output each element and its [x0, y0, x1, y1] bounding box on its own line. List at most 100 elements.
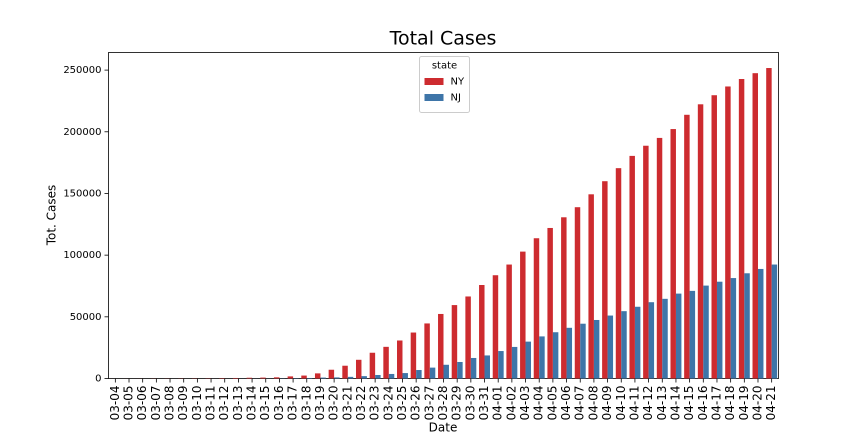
bar [670, 129, 676, 379]
x-tick-label: 04-07 [573, 386, 587, 421]
bar [369, 352, 376, 379]
bar [662, 298, 668, 379]
bar [506, 264, 512, 379]
x-axis-label: Date [429, 421, 458, 432]
bar [424, 323, 430, 379]
bar [771, 264, 778, 379]
bar [429, 367, 436, 379]
bar [520, 251, 526, 379]
x-tick-label: 04-11 [627, 386, 641, 421]
x-tick-label: 04-21 [764, 386, 778, 421]
x-tick-label: 03-23 [368, 386, 382, 421]
x-tick-label: 04-06 [559, 386, 573, 421]
x-tick-label: 03-16 [272, 386, 286, 421]
bar [438, 313, 444, 379]
bar [593, 319, 600, 379]
x-tick-label: 04-16 [696, 386, 710, 421]
bar [689, 290, 696, 379]
bar [533, 238, 540, 379]
bar [607, 315, 614, 379]
legend-title: state [432, 61, 457, 72]
bar [484, 355, 490, 379]
bar [479, 285, 485, 379]
x-tick-label: 03-27 [422, 386, 436, 421]
bar [730, 278, 737, 379]
y-axis-label: Tot. Cases [45, 185, 59, 247]
x-tick-label: 04-10 [614, 386, 628, 421]
x-tick-label: 03-29 [450, 386, 464, 421]
x-tick-label: 03-05 [122, 386, 136, 421]
bar [766, 68, 772, 379]
x-tick-label: 04-02 [504, 385, 518, 420]
x-tick-label: 04-03 [518, 386, 532, 421]
x-tick-label: 03-30 [463, 386, 477, 421]
bar [287, 376, 294, 379]
bar [246, 377, 253, 379]
x-tick-label: 03-15 [258, 386, 272, 421]
x-tick-label: 04-12 [641, 386, 655, 421]
bar [232, 377, 239, 379]
x-tick-label: 03-13 [231, 386, 245, 421]
bar [465, 296, 471, 379]
x-tick-label: 03-18 [299, 386, 313, 421]
x-tick-label: 03-07 [149, 386, 163, 421]
x-tick-label: 04-05 [545, 386, 559, 421]
bar [397, 340, 403, 379]
bar [375, 374, 381, 379]
bar [498, 351, 504, 379]
bar [656, 137, 663, 379]
x-tick-label: 04-09 [600, 386, 614, 421]
x-tick-label: 04-13 [655, 386, 669, 421]
bar [301, 375, 307, 379]
bar [355, 359, 362, 379]
bar [643, 145, 649, 379]
x-tick-label: 04-04 [532, 386, 546, 421]
x-tick-label: 03-19 [313, 386, 327, 421]
bar [552, 332, 559, 379]
y-tick-label: 200000 [63, 127, 101, 138]
x-tick-label: 04-20 [750, 386, 764, 421]
x-tick-label: 03-20 [327, 386, 341, 421]
x-tick-label: 03-14 [245, 386, 259, 421]
bar [588, 194, 594, 379]
bar [342, 365, 348, 379]
bar [744, 273, 750, 379]
x-tick-label: 03-26 [409, 386, 423, 421]
x-tick-label: 03-10 [190, 386, 204, 421]
x-tick-label: 03-06 [135, 386, 149, 421]
x-tick-label: 03-11 [204, 386, 218, 421]
y-tick-label: 50000 [70, 312, 102, 323]
bar [697, 104, 704, 379]
bar [566, 327, 573, 379]
bar [383, 346, 389, 379]
legend-swatch [424, 78, 444, 85]
bar [361, 376, 367, 379]
bar [470, 357, 477, 379]
bar [757, 268, 764, 379]
bar [716, 281, 723, 379]
x-tick-label: 04-18 [723, 386, 737, 421]
bar [703, 285, 709, 379]
x-tick-label: 03-25 [395, 386, 409, 421]
bar [648, 302, 655, 379]
bar [451, 305, 458, 379]
bar [634, 306, 641, 379]
bar [347, 376, 354, 379]
bar [457, 361, 463, 379]
bar [675, 293, 682, 379]
bar [561, 217, 567, 379]
bar [725, 86, 731, 379]
bar [539, 336, 545, 379]
x-tick-label: 03-09 [176, 386, 190, 421]
bar [328, 369, 335, 379]
bar [334, 377, 340, 379]
bar [547, 227, 553, 379]
x-tick-label: 04-17 [709, 386, 723, 421]
bar [410, 332, 417, 379]
x-tick-label: 04-15 [682, 386, 696, 421]
x-tick-label: 03-28 [436, 386, 450, 421]
bar [574, 207, 581, 379]
bar [738, 79, 745, 379]
